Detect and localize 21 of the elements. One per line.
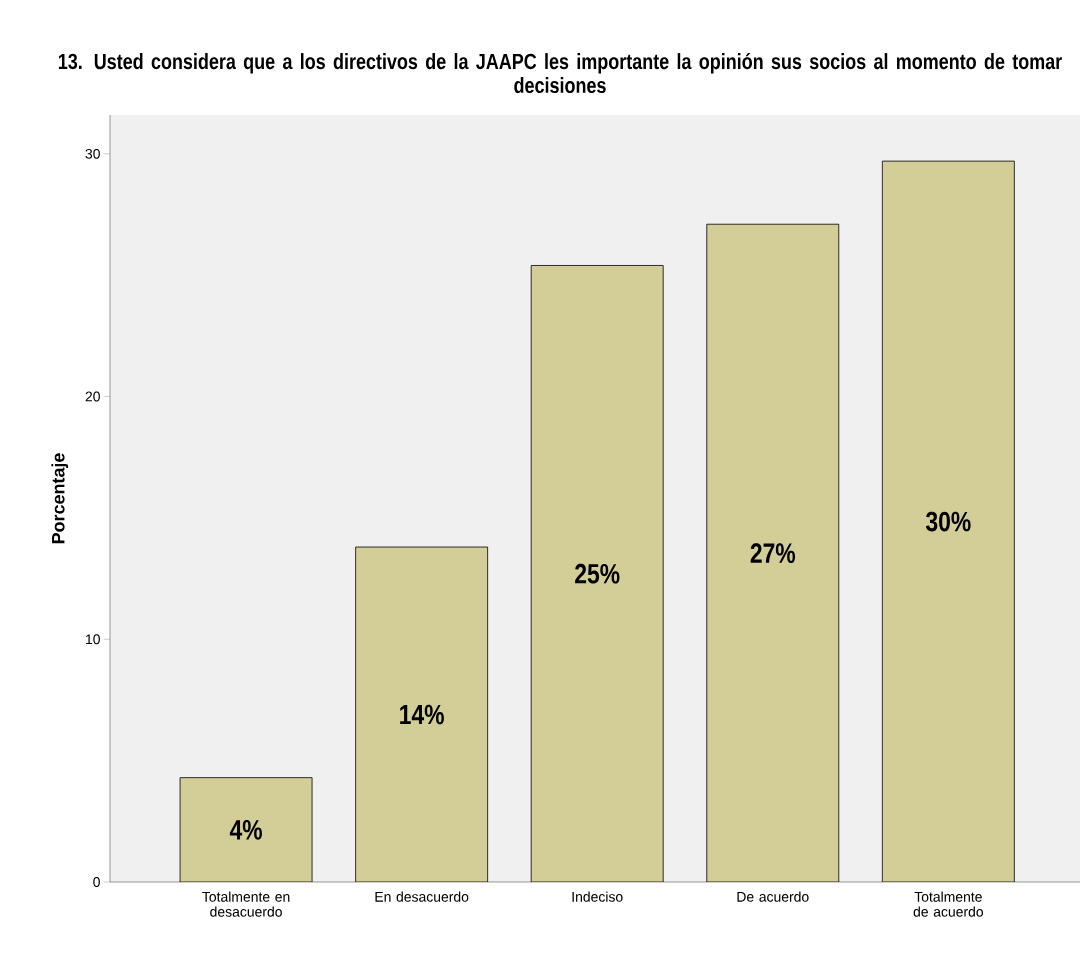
bar: [881, 160, 1015, 882]
data-label: 4%: [229, 820, 262, 840]
data-label: 27%: [750, 543, 796, 563]
x-tick-label: Indeciso: [572, 891, 623, 902]
data-label: 30%: [925, 511, 971, 532]
bar: [706, 223, 840, 882]
y-tick-label: 20: [85, 391, 100, 402]
x-tick-label: Totalmente en desacuerdo: [202, 891, 290, 917]
y-tick-label: 10: [86, 634, 100, 645]
y-tick-label: 30: [85, 148, 100, 159]
y-tick-label: 0: [93, 877, 100, 887]
data-label: 25%: [575, 563, 620, 584]
bar: [530, 265, 664, 882]
x-tick-label: En desacuerdo: [375, 891, 469, 902]
bar: [179, 777, 313, 882]
bar: [355, 546, 489, 882]
chart-title: 13. Usted considera que a los directivos de la JAAPC les importante la opinión sus socios al momento de tomar decisiones: [58, 52, 1062, 94]
data-label: 14%: [400, 704, 444, 725]
y-axis-title: Porcentaje: [51, 453, 69, 544]
x-tick-label: De acuerdo: [737, 891, 809, 902]
x-tick-label: Totalmente de acuerdo: [913, 891, 984, 917]
